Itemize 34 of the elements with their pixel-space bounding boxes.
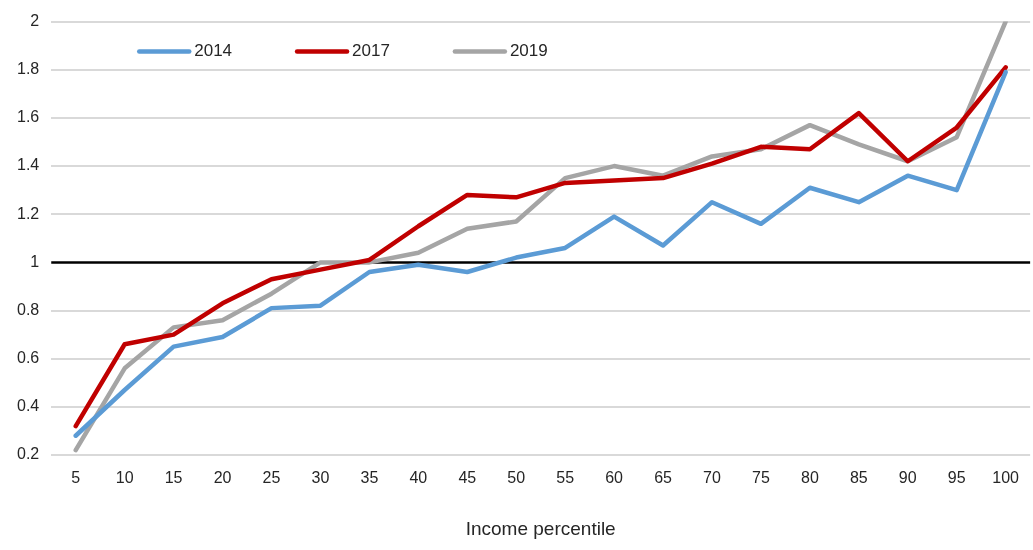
x-tick-label: 80: [800, 469, 819, 487]
x-tick-label: 100: [992, 469, 1020, 487]
y-tick-label: 0.6: [16, 349, 40, 367]
x-tick-label: 65: [654, 469, 673, 487]
x-tick-label: 35: [360, 469, 379, 487]
x-tick-label: 55: [556, 469, 575, 487]
y-tick-label: 2: [30, 12, 40, 30]
y-tick-label: 1.2: [16, 204, 40, 222]
x-tick-label: 5: [71, 469, 81, 487]
y-tick-label: 0.8: [16, 300, 40, 318]
x-tick-label: 85: [849, 469, 868, 487]
x-tick-label: 15: [164, 469, 183, 487]
x-tick-label: 95: [947, 469, 966, 487]
y-tick-label: 0.4: [16, 397, 40, 415]
legend-label: 2014: [194, 41, 233, 61]
x-tick-label: 40: [409, 469, 428, 487]
y-tick-label: 0.2: [16, 445, 40, 463]
x-tick-label: 20: [213, 469, 232, 487]
x-tick-label: 90: [898, 469, 917, 487]
legend-label: 2019: [509, 41, 548, 61]
y-tick-label: 1.4: [16, 156, 40, 174]
legend-label: 2017: [352, 41, 390, 61]
x-tick-label: 25: [262, 469, 281, 487]
y-tick-label: 1.8: [16, 60, 40, 78]
x-tick-label: 75: [752, 469, 770, 487]
y-tick-label: 1.6: [16, 108, 40, 126]
x-tick-label: 50: [507, 469, 526, 487]
x-tick-label: 45: [458, 469, 477, 487]
x-tick-label: 60: [605, 469, 624, 487]
x-tick-label: 70: [703, 469, 721, 487]
y-tick-label: 1: [30, 252, 40, 270]
x-tick-label: 10: [115, 469, 134, 487]
x-axis-title: Income percentile: [465, 517, 616, 539]
x-tick-label: 30: [311, 469, 330, 487]
